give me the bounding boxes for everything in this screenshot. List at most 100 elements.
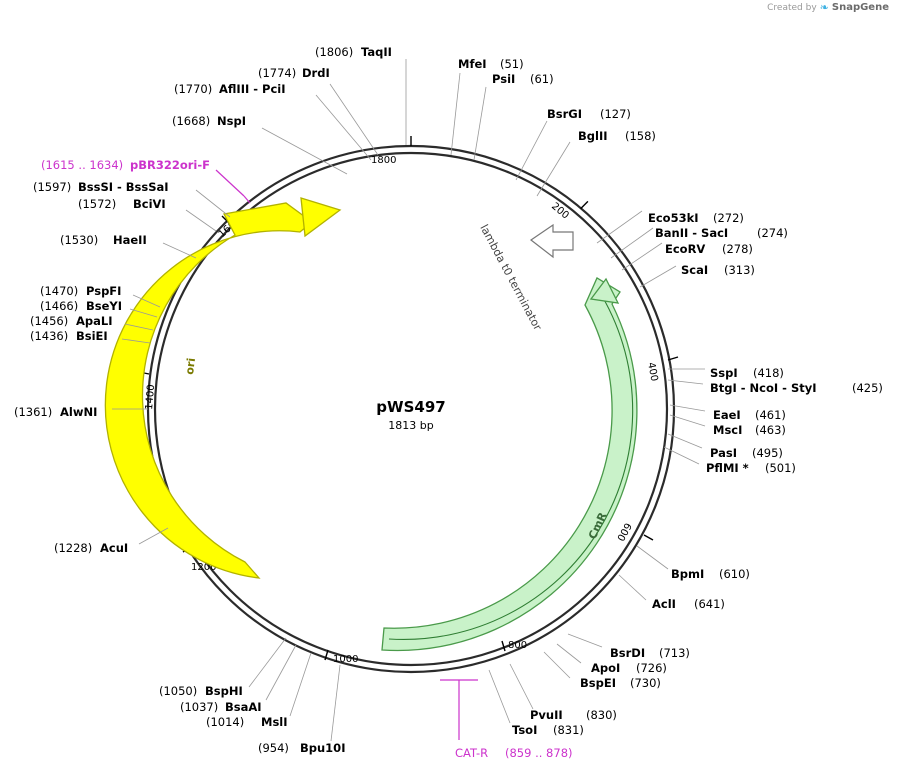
label-name-sspi[interactable]: SspI [710,366,738,380]
tick-label-1000: 1000 [333,654,358,665]
label-pos-haeii: (1530) [60,233,98,247]
label-pos-aflIII: (1770) [174,82,212,96]
label-pos-nspi: (1774) [258,66,296,80]
tick-label-200: 200 [549,201,571,222]
label-name-aflIII-pciI[interactable]: AflIII - PciI [219,82,286,96]
label-pos-bsiei: (1436) [30,329,68,343]
label-name-acli[interactable]: AclI [652,597,676,611]
label-pos-bspei: (730) [630,676,661,690]
label-name-bsaai[interactable]: BsaAI [225,700,262,714]
label-group-top: (1806) TaqII (1770) AflIII - PciI (1774)… [172,45,656,143]
tick-label-1800: 1800 [371,155,396,166]
label-pos-bcivi: (1572) [78,197,116,211]
label-name-eco53ki[interactable]: Eco53kI [648,211,699,225]
snapgene-leaf-icon: ❧ [819,1,829,14]
label-name-pasi[interactable]: PasI [710,446,737,460]
label-pos-scai: (313) [724,263,755,277]
label-pos-ecorv: (278) [722,242,753,256]
feature-lambda-t0-terminator[interactable]: lambda t0 terminator [477,222,574,333]
label-pos-psii: (61) [530,72,554,86]
label-name-bsrdi[interactable]: BsrDI [610,646,645,660]
tick-label-1400: 1400 [144,384,157,410]
label-name-psii[interactable]: PsiI [492,72,515,86]
label-pos-bsrgi: (127) [600,107,631,121]
leader-lines [112,59,706,742]
label-pos-msli: (1014) [206,715,244,729]
tick-label-1200: 1200 [191,562,216,573]
label-name-taqii[interactable]: TaqII [361,45,392,59]
feature-ori[interactable]: ori [104,202,314,579]
plasmid-name: pWS497 [376,398,445,416]
label-name-msli[interactable]: MslI [261,715,288,729]
label-name-bpmi[interactable]: BpmI [671,567,704,581]
label-pos-msci: (463) [755,423,786,437]
label-name-haeii[interactable]: HaeII [113,233,147,247]
label-pos-btgi-ncoi-styi: (425) [852,381,883,395]
label-pos-apoi: (726) [636,661,667,675]
label-name-bsssi-bsssai[interactable]: BssSI - BssSaI [78,180,169,194]
label-pos-sspi: (418) [753,366,784,380]
label-pos-bpmi: (610) [719,567,750,581]
label-group-right: Eco53kI (272) BanII - SacI (274) EcoRV (… [648,211,883,611]
label-pos-eaei: (461) [755,408,786,422]
label-name-bspei[interactable]: BspEI [580,676,616,690]
label-pos-tsoi: (831) [553,723,584,737]
credit-prefix: Created by [767,2,817,13]
label-pos-banii-saci: (274) [757,226,788,240]
tick-label-400: 400 [645,361,659,382]
label-pos-cat-r: (859 .. 878) [505,746,573,760]
label-name-nspi[interactable]: DrdI [302,66,330,80]
label-pos-apali: (1456) [30,314,68,328]
label-name-pvuii[interactable]: PvuII [530,708,563,722]
label-pos-eco53ki: (272) [713,211,744,225]
label-pos-bseyi: (1466) [40,299,78,313]
label-name-msci[interactable]: MscI [713,423,742,437]
label-name-pbr322ori-f[interactable]: pBR322ori-F [130,158,210,172]
label-name-acui[interactable]: AcuI [100,541,128,555]
label-name-pflmi[interactable]: PflMI * [706,461,749,475]
label-name-cat-r[interactable]: CAT-R [455,746,488,760]
label-name-drdi[interactable]: NspI [217,114,246,128]
label-name-mfei[interactable]: MfeI [458,57,487,71]
label-pos-pflmi: (501) [765,461,796,475]
label-pos-pspfi: (1470) [40,284,78,298]
label-name-alwni[interactable]: AlwNI [60,405,97,419]
label-name-scai[interactable]: ScaI [681,263,708,277]
label-pos-alwni: (1361) [14,405,52,419]
label-name-ecorv[interactable]: EcoRV [665,242,705,256]
label-pos-bsrdi: (713) [659,646,690,660]
label-name-bsrgi[interactable]: BsrGI [547,107,582,121]
feature-label-ori: ori [183,357,198,375]
snapgene-credit: Created by ❧ SnapGene [767,2,889,13]
label-pos-pasi: (495) [752,446,783,460]
label-name-bsphi[interactable]: BspHI [205,684,243,698]
label-name-btgi-ncoi-styi[interactable]: BtgI - NcoI - StyI [710,381,817,395]
label-name-banii-saci[interactable]: BanII - SacI [655,226,728,240]
label-name-eaei[interactable]: EaeI [713,408,741,422]
label-pos-bsphi: (1050) [159,684,197,698]
label-pos-pvuii: (830) [586,708,617,722]
label-name-bpu10i[interactable]: Bpu10I [300,741,345,755]
label-pos-acui: (1228) [54,541,92,555]
label-name-apali[interactable]: ApaLI [76,314,113,328]
label-name-bglii[interactable]: BglII [578,129,608,143]
label-pos-bglii: (158) [625,129,656,143]
label-pos-taqii: (1806) [315,45,353,59]
tick-label-800: 800 [508,640,527,651]
label-name-pspfi[interactable]: PspFI [86,284,121,298]
label-name-bseyi[interactable]: BseYI [86,299,122,313]
label-name-tsoi[interactable]: TsoI [512,723,537,737]
plasmid-size: 1813 bp [388,419,433,432]
label-pos-bpu10i: (954) [258,741,289,755]
label-group-bottom: (1050) BspHI (1037) BsaAI (1014) MslI (9… [159,646,690,760]
label-name-bcivi[interactable]: BciVI [133,197,166,211]
label-name-bsiei[interactable]: BsiEI [76,329,108,343]
label-name-apoi[interactable]: ApoI [591,661,620,675]
label-pos-mfei: (51) [500,57,524,71]
ori-arrowhead [300,197,342,238]
plasmid-center-title: pWS497 1813 bp [376,398,445,432]
label-pos-pbr322ori-f: (1615 .. 1634) [41,158,123,172]
label-pos-acli: (641) [694,597,725,611]
credit-brand: SnapGene [831,2,889,13]
